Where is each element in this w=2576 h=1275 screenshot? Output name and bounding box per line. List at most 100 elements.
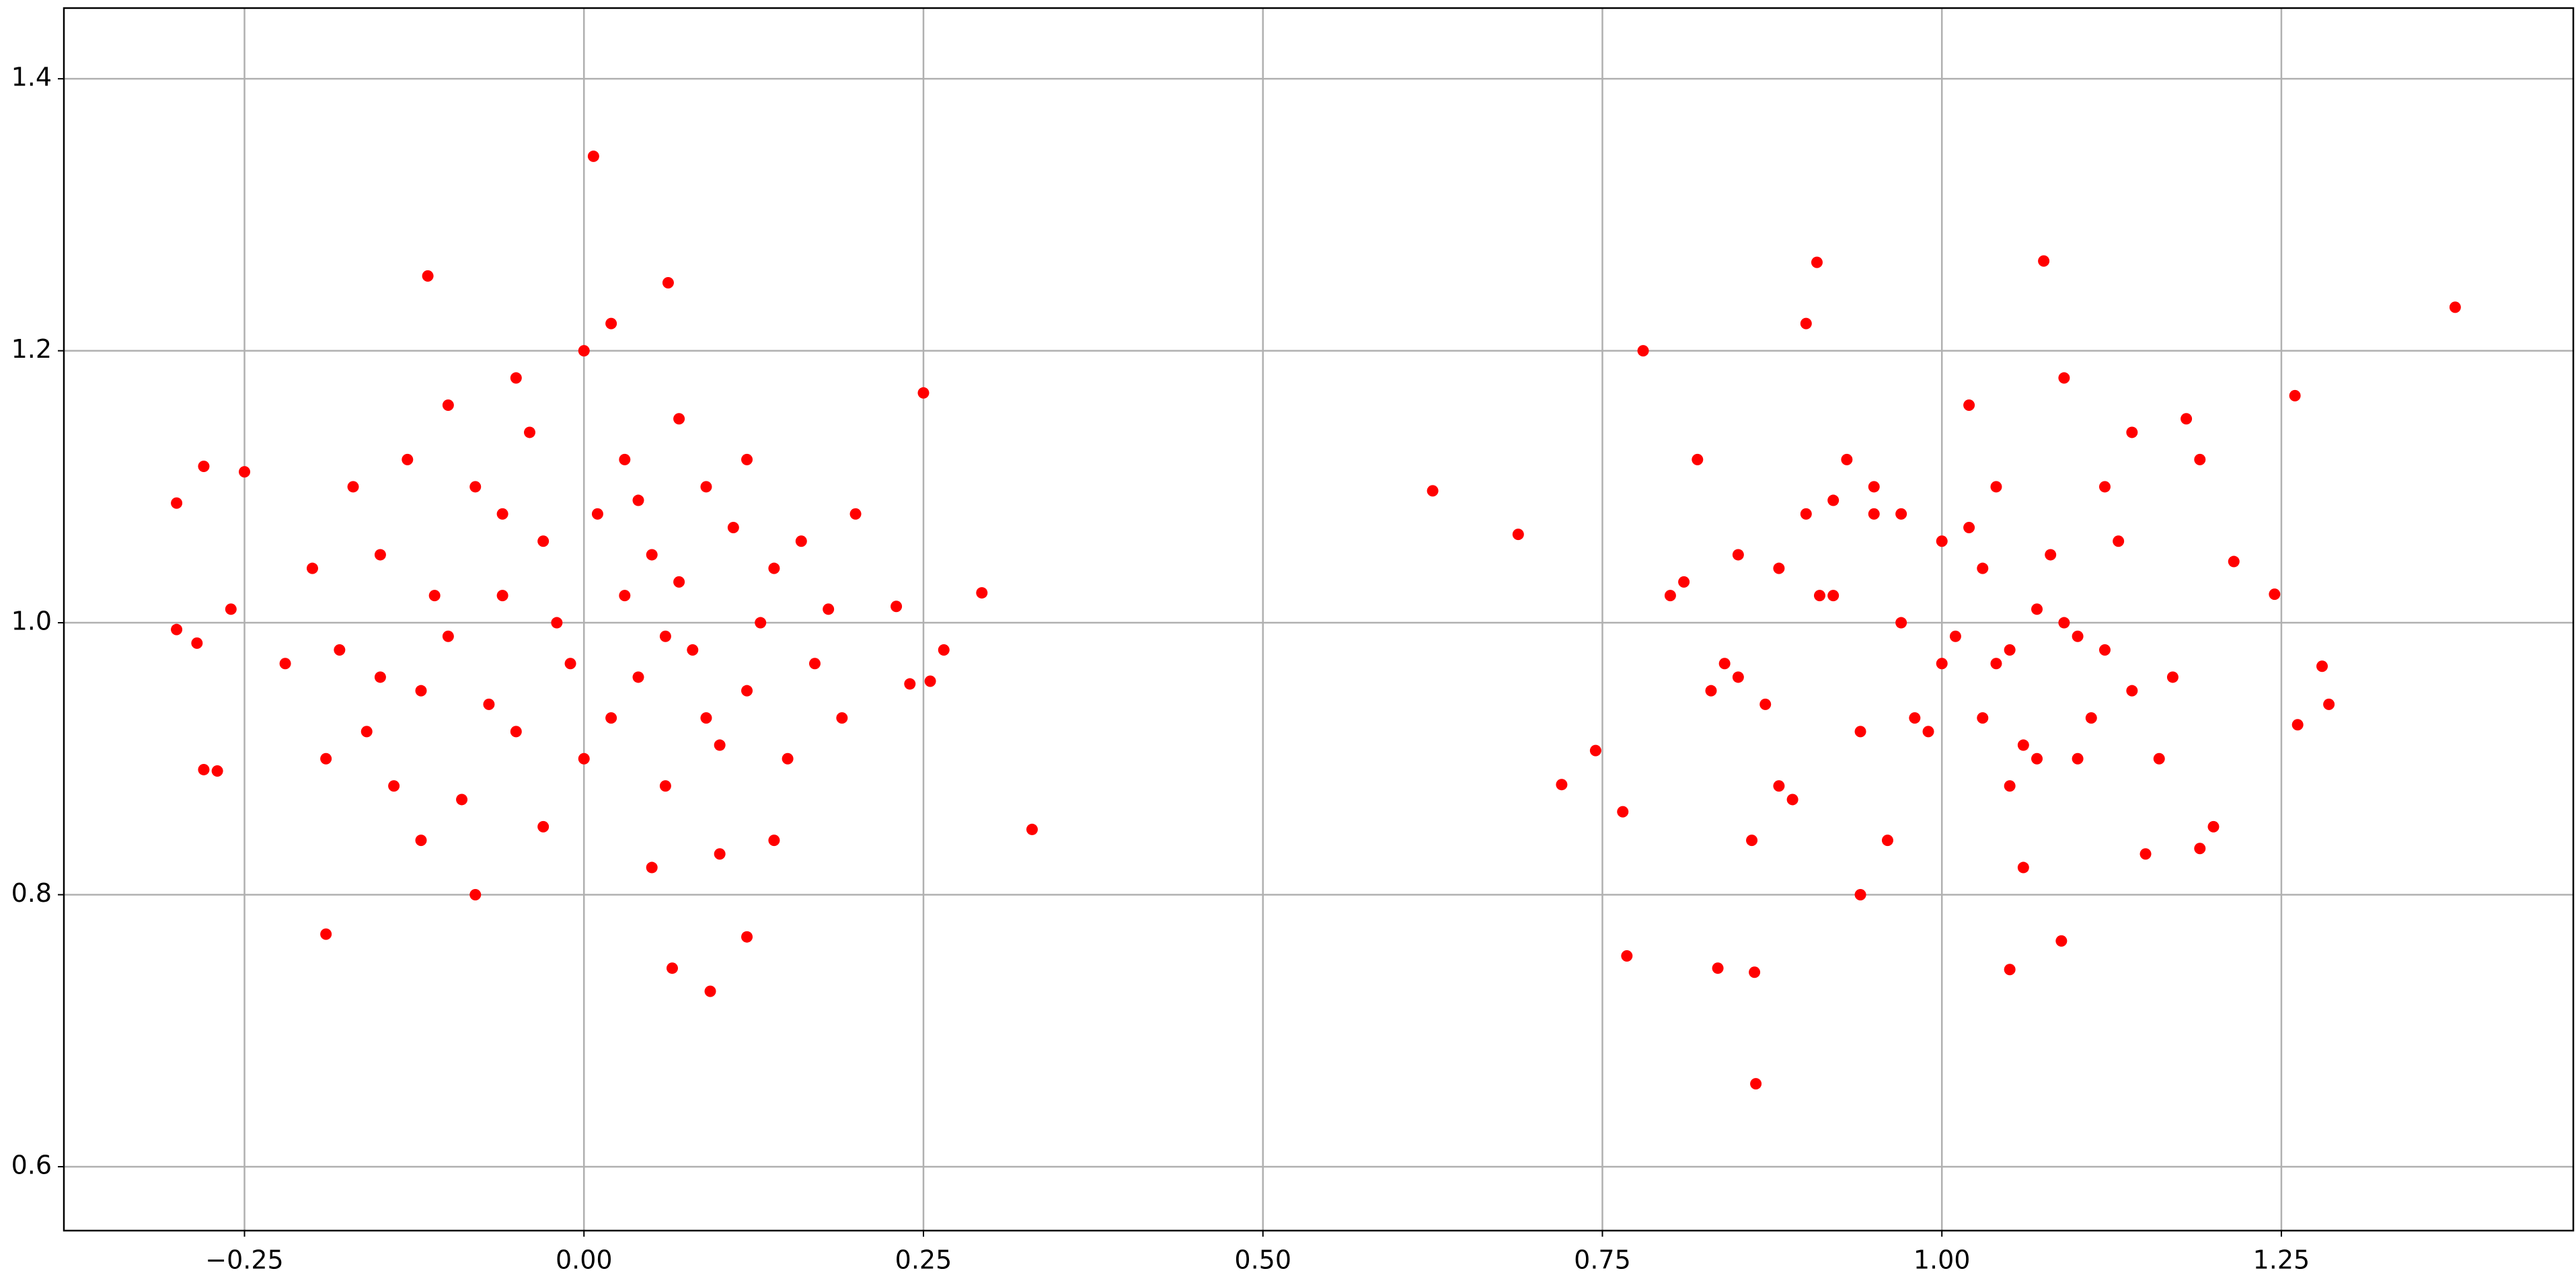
point	[687, 644, 699, 656]
point	[1895, 508, 1907, 520]
point	[1427, 485, 1439, 497]
point	[402, 453, 414, 465]
point	[924, 675, 936, 687]
y-tick-label: 1.2	[11, 334, 52, 364]
point	[361, 726, 373, 738]
point	[1868, 508, 1880, 520]
point	[2289, 389, 2301, 401]
point	[171, 497, 183, 509]
point	[1512, 529, 1524, 541]
x-tick-label: −0.25	[205, 1245, 283, 1275]
point	[1909, 712, 1921, 724]
point	[2045, 549, 2057, 561]
point	[171, 623, 183, 635]
point	[2269, 588, 2281, 601]
point	[320, 752, 332, 765]
point	[374, 549, 386, 561]
point	[239, 466, 251, 478]
point	[2004, 644, 2016, 656]
point	[795, 535, 807, 547]
point	[551, 617, 563, 629]
point	[198, 763, 210, 775]
point	[483, 698, 495, 710]
point	[741, 453, 753, 465]
point	[714, 739, 726, 751]
point	[1718, 658, 1731, 670]
point	[2113, 535, 2125, 547]
point	[741, 685, 753, 697]
plot-frame	[63, 7, 2575, 1232]
point	[1692, 453, 1704, 465]
point	[1854, 889, 1866, 901]
point	[2139, 848, 2152, 860]
point	[646, 861, 658, 874]
point	[2228, 555, 2240, 568]
point	[700, 481, 712, 493]
point	[605, 317, 617, 330]
point	[2004, 964, 2016, 976]
point	[714, 848, 726, 860]
point	[2031, 603, 2043, 615]
y-tick-label: 1.0	[11, 607, 52, 636]
point	[198, 460, 210, 472]
point	[1936, 535, 1948, 547]
point	[1773, 780, 1785, 792]
point	[537, 535, 550, 547]
x-tick-label: 0.25	[895, 1245, 952, 1275]
point	[849, 508, 862, 520]
point	[727, 521, 739, 533]
point	[646, 549, 658, 561]
point	[2316, 660, 2328, 672]
point	[1813, 590, 1825, 602]
y-tick-label: 1.4	[11, 63, 52, 92]
point	[1617, 806, 1629, 818]
point	[591, 508, 603, 520]
point	[537, 820, 550, 833]
point	[442, 399, 454, 411]
point	[1773, 562, 1785, 574]
point	[836, 712, 848, 724]
point	[1922, 726, 1934, 738]
point	[415, 835, 427, 847]
point	[1732, 671, 1744, 683]
x-tick-label: 0.00	[556, 1245, 613, 1275]
point	[578, 752, 590, 765]
point	[741, 931, 753, 943]
point	[374, 671, 386, 683]
point	[2098, 481, 2111, 493]
point	[782, 752, 794, 765]
point	[1977, 712, 1989, 724]
point	[1827, 494, 1840, 506]
point	[619, 453, 631, 465]
x-tick-label: 1.00	[1914, 1245, 1971, 1275]
point	[917, 387, 930, 399]
point	[469, 481, 482, 493]
point	[1963, 399, 1975, 411]
point	[496, 508, 508, 520]
point	[768, 835, 780, 847]
point	[619, 590, 631, 602]
point	[768, 562, 780, 574]
point	[510, 372, 522, 384]
y-tick-label: 0.6	[11, 1150, 52, 1180]
point	[191, 637, 203, 649]
point	[1637, 345, 1649, 357]
point	[2058, 617, 2070, 629]
x-tick-label: 0.50	[1234, 1245, 1291, 1275]
x-tick-label: 0.75	[1574, 1245, 1631, 1275]
point	[1800, 508, 1812, 520]
point	[976, 587, 988, 599]
point	[1895, 617, 1907, 629]
point	[823, 603, 835, 615]
point	[510, 726, 522, 738]
point	[1977, 562, 1989, 574]
point	[1678, 576, 1690, 588]
point	[1936, 658, 1948, 670]
point	[2181, 413, 2193, 425]
point	[1990, 481, 2002, 493]
point	[2058, 372, 2070, 384]
point	[578, 345, 590, 357]
point	[2194, 453, 2206, 465]
